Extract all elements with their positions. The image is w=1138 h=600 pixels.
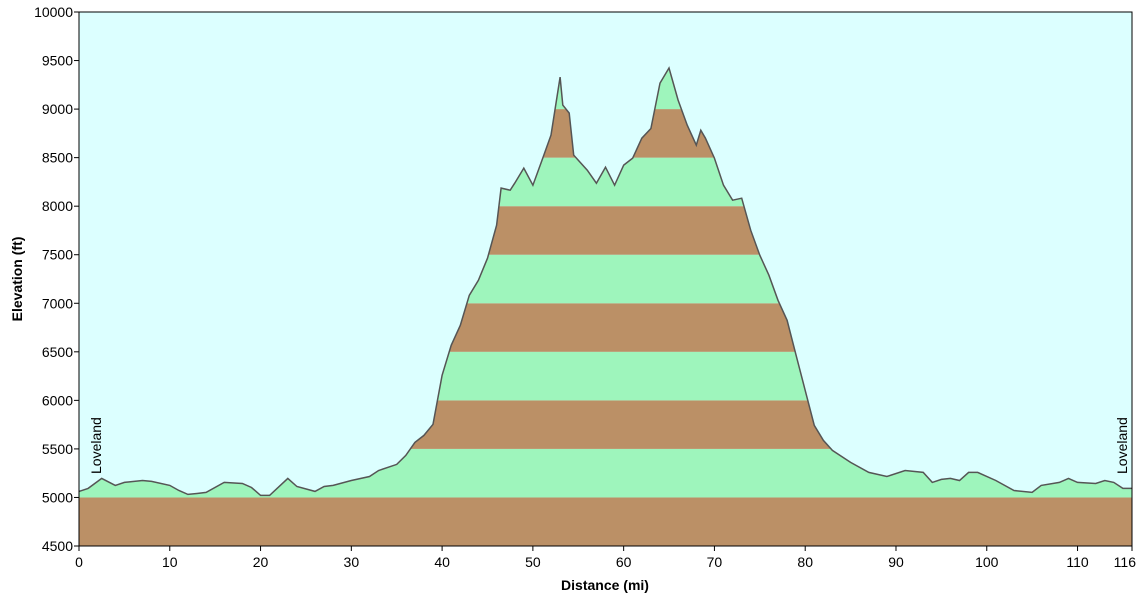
x-tick-label: 60 [616,554,632,570]
y-tick-label: 7000 [42,295,73,311]
y-tick-label: 4500 [42,538,73,554]
y-tick-label: 5500 [42,441,73,457]
x-axis-label: Distance (mi) [561,577,649,593]
annotation: Loveland [88,417,104,474]
y-tick-label: 7500 [42,247,73,263]
x-tick-label: 70 [707,554,723,570]
x-tick-label: 0 [75,554,83,570]
y-tick-label: 8500 [42,150,73,166]
x-tick-label: 10 [162,554,178,570]
x-tick-label: 110 [1066,554,1089,570]
x-tick-label: 100 [975,554,999,570]
x-tick-label: 116 [1114,554,1137,570]
y-tick-label: 6000 [42,392,73,408]
elevation-band [79,497,1132,546]
x-tick-label: 90 [888,554,904,570]
x-tick-label: 40 [434,554,450,570]
y-tick-label: 5000 [42,489,73,505]
y-tick-label: 6500 [42,344,73,360]
y-tick-label: 10000 [34,4,73,20]
y-tick-label: 8000 [42,198,73,214]
x-tick-label: 80 [797,554,813,570]
y-axis-label: Elevation (ft) [9,237,25,322]
x-tick-label: 20 [253,554,269,570]
y-tick-label: 9000 [42,101,73,117]
annotation: Loveland [1114,417,1130,474]
y-tick-label: 9500 [42,53,73,69]
elevation-line [78,66,1132,497]
x-tick-label: 50 [525,554,541,570]
plot-border [78,11,1133,547]
x-tick-label: 30 [344,554,360,570]
